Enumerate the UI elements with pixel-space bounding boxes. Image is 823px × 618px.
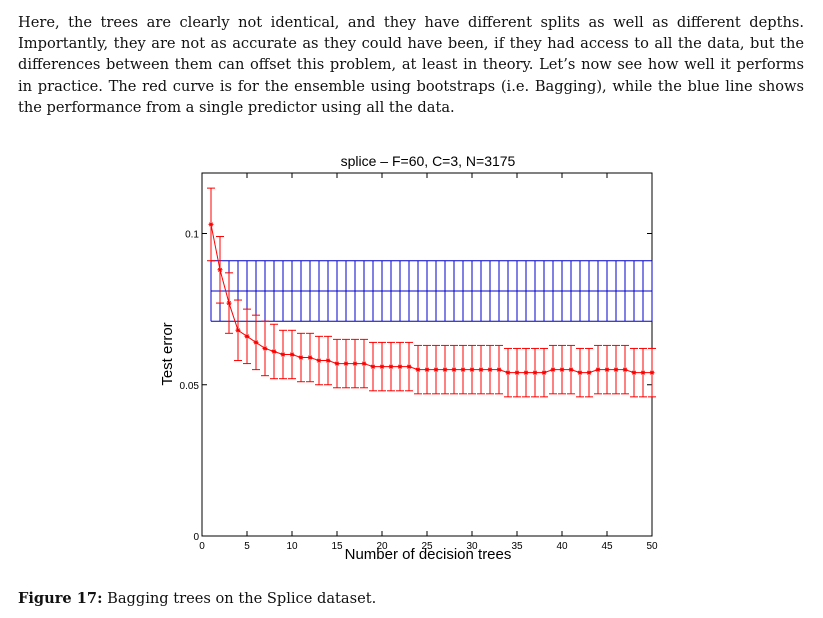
- x-axis-label: Number of decision trees: [345, 546, 512, 563]
- x-tick-label: 50: [646, 541, 658, 552]
- bagging-point: [613, 367, 619, 373]
- y-tick-label: 0.1: [185, 230, 199, 241]
- y-axis-label: Test error: [159, 322, 176, 385]
- bagging-point: [244, 333, 250, 339]
- bagging-point: [379, 364, 385, 370]
- figure-caption-text: Bagging trees on the Splice dataset.: [107, 590, 377, 607]
- bagging-point: [271, 348, 277, 354]
- single-predictor-series: [210, 260, 653, 322]
- bagging-point: [478, 367, 484, 373]
- body-paragraph: Here, the trees are clearly not identica…: [18, 14, 804, 116]
- bagging-point: [487, 367, 493, 373]
- y-tick-label: 0.05: [180, 381, 200, 392]
- bagging-point: [217, 267, 223, 273]
- bagging-point: [550, 367, 556, 373]
- bagging-point: [316, 358, 322, 364]
- bagging-point: [433, 367, 439, 373]
- bagging-point: [415, 367, 421, 373]
- bagging-point: [406, 364, 412, 370]
- x-tick-label: 0: [199, 541, 205, 552]
- bagging-point: [505, 370, 511, 376]
- bagging-point: [325, 358, 331, 364]
- bagging-point: [388, 364, 394, 370]
- bagging-point: [226, 300, 232, 306]
- x-tick-label: 5: [244, 541, 250, 552]
- bagging-point: [541, 370, 547, 376]
- bagging-point: [496, 367, 502, 373]
- bagging-point: [568, 367, 574, 373]
- x-tick-label: 15: [331, 541, 343, 552]
- x-tick-label: 20: [376, 541, 388, 552]
- x-tick-label: 10: [286, 541, 298, 552]
- bagging-point: [208, 221, 214, 227]
- bagging-point: [469, 367, 475, 373]
- bagging-point: [514, 370, 520, 376]
- bagging-point: [334, 361, 340, 367]
- bagging-point: [604, 367, 610, 373]
- bagging-point: [631, 370, 637, 376]
- bagging-point: [262, 345, 268, 351]
- bagging-point: [622, 367, 628, 373]
- bagging-point: [370, 364, 376, 370]
- x-tick-label: 35: [511, 541, 523, 552]
- bagging-point: [397, 364, 403, 370]
- bagging-point: [523, 370, 529, 376]
- bagging-point: [235, 327, 241, 333]
- x-tick-label: 40: [556, 541, 568, 552]
- bagging-point: [532, 370, 538, 376]
- bagging-point: [442, 367, 448, 373]
- x-tick-label: 45: [601, 541, 613, 552]
- bagging-point: [640, 370, 646, 376]
- x-tick-label: 30: [466, 541, 478, 552]
- bagging-point: [280, 352, 286, 357]
- bagging-point: [343, 361, 349, 367]
- figure-label: Figure 17:: [18, 590, 103, 607]
- axis-ticks: 0 5 10 15 20 25 30 35 40 45 50 0 0.05 0.1: [180, 173, 658, 552]
- bagging-series: [207, 187, 656, 398]
- bagging-point: [577, 370, 583, 376]
- bagging-point: [298, 355, 304, 361]
- bagging-point: [460, 367, 466, 373]
- figure-caption: Figure 17: Bagging trees on the Splice d…: [18, 590, 376, 607]
- bagging-point: [307, 355, 313, 361]
- bagging-chart: splice – F=60, C=3, N=3175 0 5 10 15 20 25 30 3…: [159, 153, 658, 563]
- bagging-point: [451, 367, 457, 373]
- bagging-point: [424, 367, 430, 373]
- bagging-point: [586, 370, 592, 376]
- y-tick-label: 0: [193, 532, 199, 543]
- bagging-point: [352, 361, 358, 367]
- bagging-point: [289, 352, 295, 357]
- bagging-point: [595, 367, 601, 373]
- chart-title: splice – F=60, C=3, N=3175: [341, 153, 516, 169]
- bagging-point: [649, 370, 655, 376]
- bagging-point: [361, 361, 367, 367]
- bagging-point: [559, 367, 565, 373]
- x-tick-label: 25: [421, 541, 433, 552]
- bagging-point: [253, 339, 259, 345]
